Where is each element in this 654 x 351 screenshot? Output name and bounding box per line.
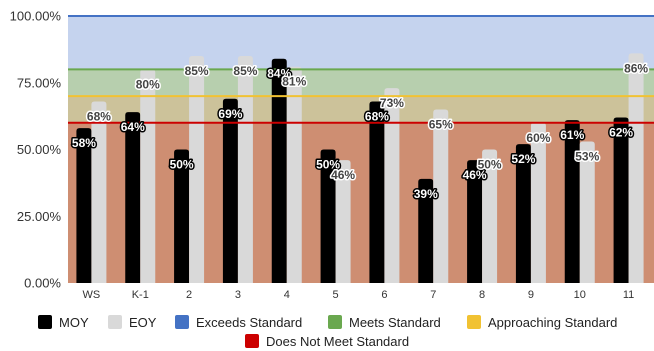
- legend-item: Meets Standard: [328, 315, 441, 330]
- moy-bar: [320, 149, 336, 283]
- legend-item: EOY: [108, 315, 157, 330]
- legend-swatch: [245, 334, 259, 348]
- moy-bar: [174, 149, 190, 283]
- legend-label: EOY: [129, 315, 157, 330]
- legend-item: Approaching Standard: [467, 315, 617, 330]
- eoy-data-label: 85%: [233, 64, 257, 78]
- reference-bands: [68, 16, 654, 283]
- moy-data-label: 69%: [218, 107, 242, 121]
- legend-swatch: [328, 315, 342, 329]
- moy-data-label: 39%: [414, 187, 438, 201]
- moy-bar: [271, 58, 287, 283]
- eoy-data-label: 65%: [429, 117, 453, 131]
- eoy-bar: [579, 141, 595, 283]
- y-axis: 0.00% 25.00% 50.00% 75.00% 100.00%: [10, 9, 62, 291]
- moy-data-label: 61%: [560, 128, 584, 142]
- eoy-bar: [530, 122, 546, 283]
- legend-item: Exceeds Standard: [175, 315, 302, 330]
- legend-label: Meets Standard: [349, 315, 441, 330]
- moy-data-label: 50%: [316, 158, 340, 172]
- reference-lines: [68, 15, 654, 124]
- x-tick-label: 8: [479, 289, 485, 301]
- moy-data-label: 50%: [170, 158, 194, 172]
- moy-data-label: 62%: [609, 125, 633, 139]
- moy-data-label: 46%: [463, 168, 487, 182]
- x-tick-label: 4: [284, 289, 290, 301]
- eoy-data-label: 53%: [575, 149, 599, 163]
- band-1: [68, 69, 654, 97]
- x-tick-label: 11: [623, 289, 634, 301]
- band-0: [68, 16, 654, 70]
- moy-data-label: 64%: [121, 120, 145, 134]
- legend-item: MOY: [38, 315, 89, 330]
- eoy-bar: [189, 56, 205, 283]
- eoy-bar: [433, 109, 449, 283]
- legend-item: Does Not Meet Standard: [245, 334, 409, 349]
- eoy-data-label: 50%: [478, 158, 502, 172]
- y-tick-label: 100.00%: [10, 9, 62, 24]
- legend: MOY EOY Exceeds Standard Meets Standard Appr…: [38, 315, 617, 349]
- eoy-bar: [335, 160, 351, 283]
- eoy-data-label: 85%: [185, 64, 209, 78]
- legend-swatch: [467, 315, 481, 329]
- eoy-data-label: 81%: [282, 75, 306, 89]
- x-axis: WS K-1 2 3 4 5 6 7 8 9 10 11: [83, 289, 635, 301]
- legend-label: Approaching Standard: [488, 315, 617, 330]
- x-tick-label: 6: [381, 289, 387, 301]
- eoy-data-label: 80%: [136, 77, 160, 91]
- moy-data-label: 84%: [267, 67, 291, 81]
- moy-bar: [418, 178, 434, 283]
- eoy-data-label: 73%: [380, 96, 404, 110]
- eoy-bar: [384, 88, 400, 283]
- y-tick-label: 25.00%: [17, 209, 62, 224]
- x-tick-label: 2: [186, 289, 192, 301]
- moy-bar: [467, 160, 483, 283]
- eoy-data-label: 46%: [331, 168, 355, 182]
- eoy-bar: [286, 66, 302, 283]
- moy-bar: [369, 101, 385, 283]
- moy-bar: [222, 98, 238, 284]
- moy-data-label: 52%: [511, 152, 535, 166]
- moy-bar: [125, 112, 141, 284]
- eoy-data-label: 60%: [526, 131, 550, 145]
- legend-label: MOY: [59, 315, 89, 330]
- eoy-bar: [91, 101, 107, 283]
- moy-bar: [564, 120, 580, 283]
- moy-bar: [613, 117, 629, 284]
- y-tick-label: 50.00%: [17, 142, 62, 157]
- eoy-bar: [237, 56, 253, 283]
- data-labels: 58% 64% 50% 69% 84% 50% 68% 39% 46% 52% 61% 62% 68% 8…: [70, 60, 650, 202]
- moy-data-label: 58%: [72, 136, 96, 150]
- x-tick-label: 3: [235, 289, 241, 301]
- band-3: [68, 122, 654, 283]
- eoy-bar: [140, 69, 156, 284]
- x-tick-label: 7: [430, 289, 436, 301]
- eoy-bar: [482, 149, 498, 283]
- x-tick-label: 9: [528, 289, 534, 301]
- y-tick-label: 0.00%: [24, 276, 61, 291]
- y-tick-label: 75.00%: [17, 75, 62, 90]
- x-tick-label: 5: [333, 289, 339, 301]
- legend-swatch: [38, 315, 52, 329]
- eoy-data-label: 86%: [624, 61, 648, 75]
- moy-bar: [76, 128, 92, 283]
- moy-bar: [515, 144, 531, 283]
- legend-label: Does Not Meet Standard: [266, 334, 409, 349]
- bars: [76, 53, 644, 284]
- x-tick-label: WS: [83, 289, 101, 301]
- eoy-bar: [628, 53, 644, 283]
- legend-swatch: [108, 315, 122, 329]
- band-2: [68, 96, 654, 123]
- moy-data-label: 68%: [365, 109, 389, 123]
- x-tick-label: K-1: [132, 289, 149, 301]
- legend-swatch: [175, 315, 189, 329]
- legend-label: Exceeds Standard: [196, 315, 302, 330]
- x-tick-label: 10: [574, 289, 586, 301]
- eoy-data-label: 68%: [87, 109, 111, 123]
